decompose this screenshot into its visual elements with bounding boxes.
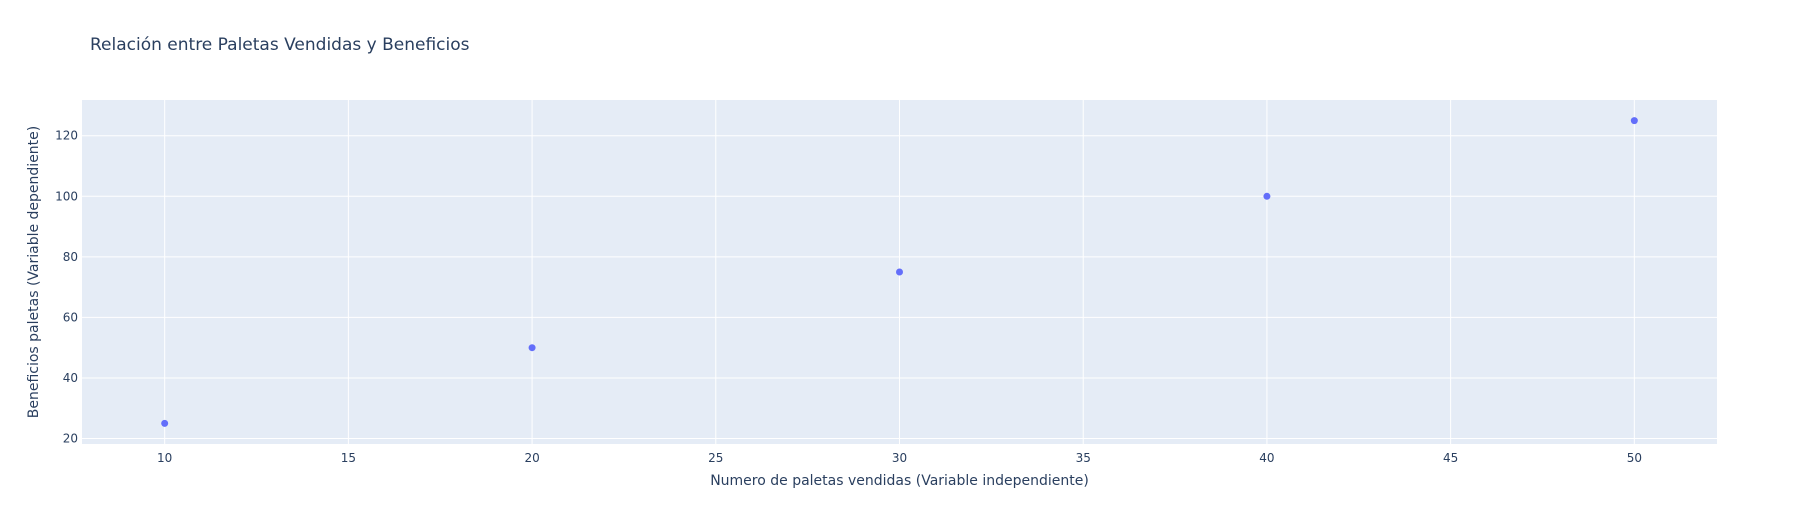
x-tick-label: 15 [341,451,356,465]
x-tick-labels: 10 15 20 25 30 35 40 45 50 [157,451,1642,465]
data-point[interactable] [161,419,169,427]
y-tick-label: 20 [63,432,78,446]
y-tick-label: 60 [63,310,78,324]
data-points [161,117,1638,427]
x-tick-label: 40 [1259,451,1274,465]
y-tick-label: 120 [55,129,78,143]
y-tick-label: 40 [63,371,78,385]
x-tick-label: 35 [1076,451,1091,465]
x-tick-label: 10 [157,451,172,465]
x-tick-label: 20 [524,451,539,465]
y-tick-labels: 20 40 60 80 100 120 [55,129,78,446]
x-gridlines [164,100,1635,444]
chart-title: Relación entre Paletas Vendidas y Benefi… [90,35,470,55]
x-axis-title: Numero de paletas vendidas (Variable ind… [710,473,1089,489]
x-tick-label: 30 [892,451,907,465]
y-axis-title: Beneficios paletas (Variable dependiente… [26,126,42,419]
data-point[interactable] [1263,192,1271,200]
y-gridlines [82,135,1717,440]
data-point[interactable] [896,268,903,276]
x-tick-label: 25 [708,451,723,465]
x-tick-label: 50 [1627,451,1642,465]
data-point[interactable] [528,344,536,352]
y-tick-label: 80 [63,250,78,264]
data-point[interactable] [1630,117,1638,125]
y-tick-label: 100 [55,189,78,203]
x-tick-label: 45 [1443,451,1458,465]
